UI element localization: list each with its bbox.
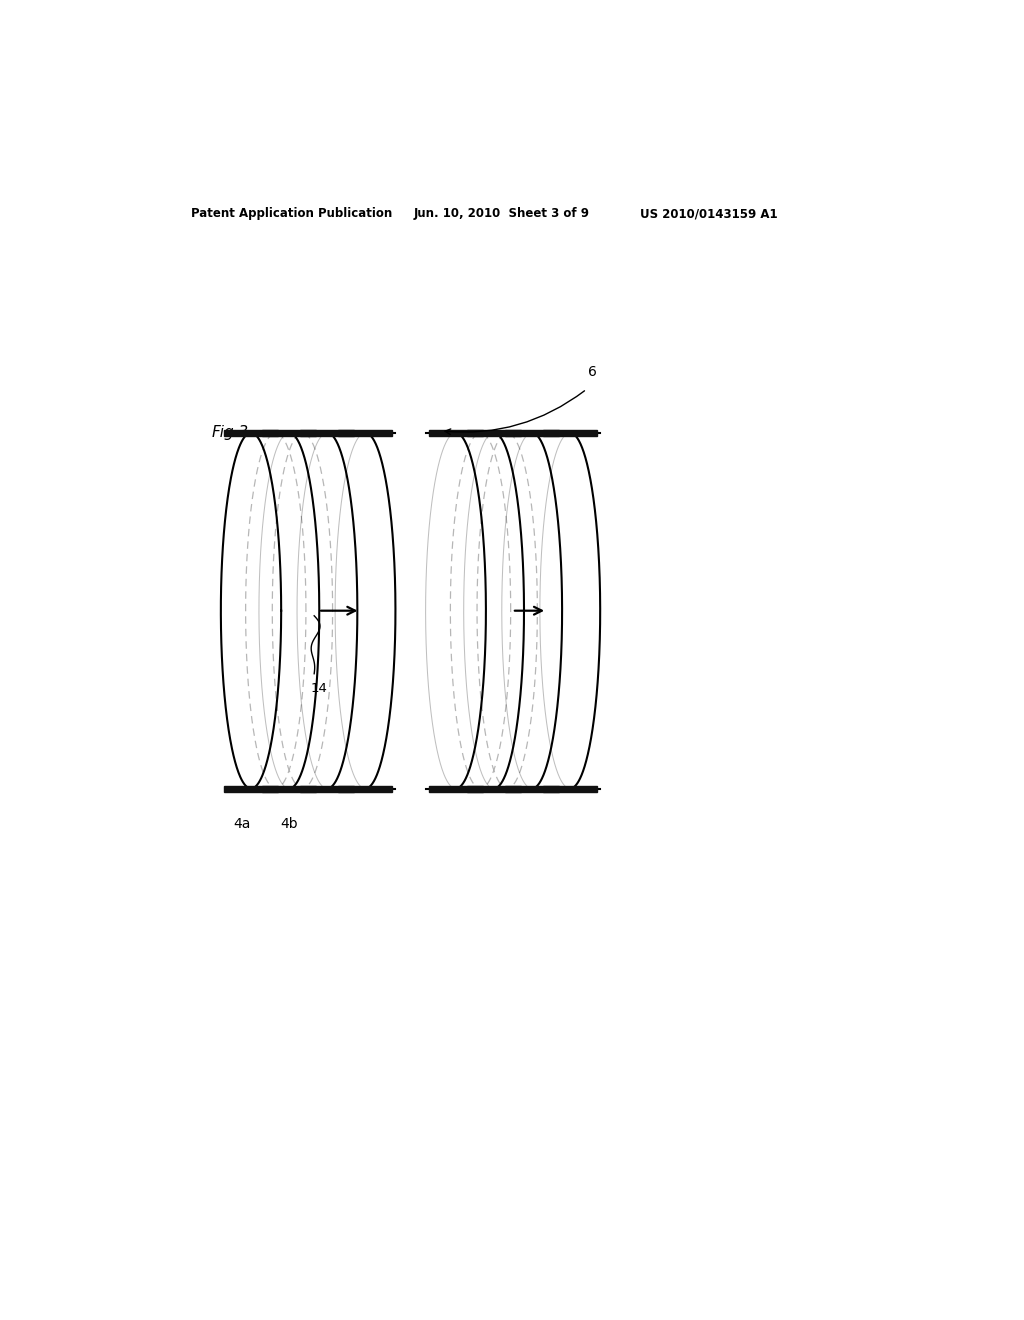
Text: Jun. 10, 2010  Sheet 3 of 9: Jun. 10, 2010 Sheet 3 of 9 <box>414 207 590 220</box>
Bar <box>505 785 559 792</box>
Bar <box>300 785 354 792</box>
Text: Patent Application Publication: Patent Application Publication <box>190 207 392 220</box>
Bar <box>338 785 392 792</box>
Bar <box>543 785 597 792</box>
Bar <box>224 430 279 436</box>
Bar <box>224 785 279 792</box>
Text: US 2010/0143159 A1: US 2010/0143159 A1 <box>640 207 777 220</box>
Bar <box>262 430 316 436</box>
Bar <box>300 430 354 436</box>
Bar <box>467 785 521 792</box>
Text: 14: 14 <box>310 682 327 694</box>
Bar <box>262 785 316 792</box>
Text: 6: 6 <box>588 364 597 379</box>
Bar <box>429 430 483 436</box>
Text: 4a: 4a <box>233 817 251 832</box>
Bar <box>429 785 483 792</box>
Bar <box>505 430 559 436</box>
Bar <box>543 430 597 436</box>
Text: Fig.3: Fig.3 <box>211 425 249 440</box>
Bar <box>338 430 392 436</box>
Bar <box>467 430 521 436</box>
Text: 4b: 4b <box>281 817 298 832</box>
